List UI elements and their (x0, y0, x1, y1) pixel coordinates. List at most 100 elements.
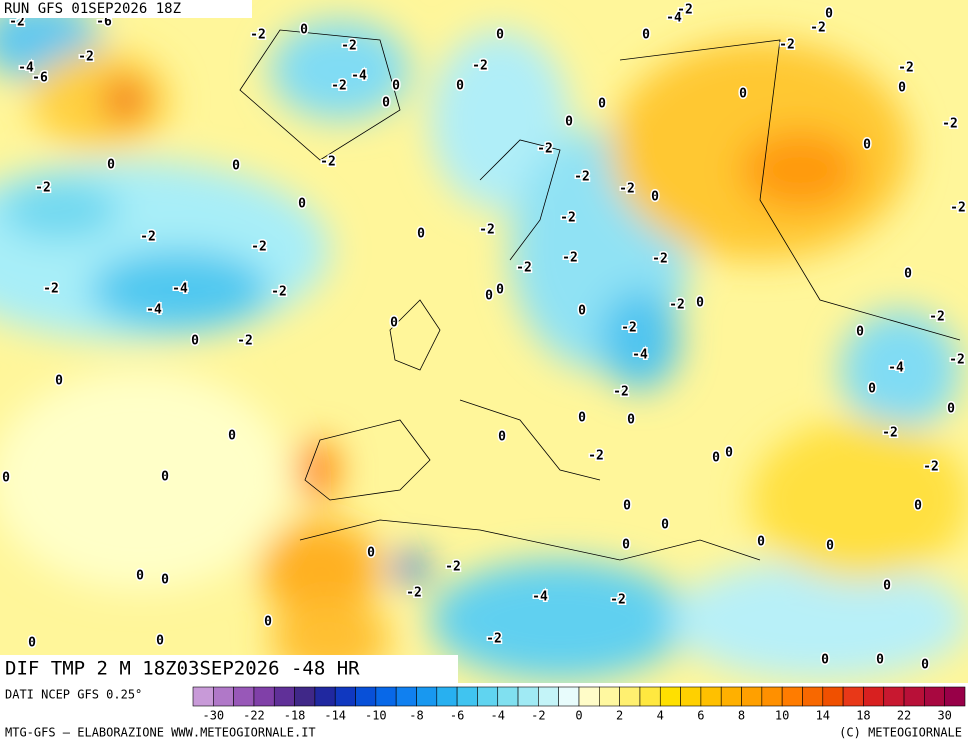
contour-label: -2 (560, 211, 576, 226)
copyright-label: (C) METEOGIORNALE (839, 726, 962, 740)
contour-label: 0 (390, 316, 398, 331)
contour-label: -2 (250, 28, 266, 43)
contour-label: 0 (739, 87, 747, 102)
contour-label: -2 (140, 230, 156, 245)
contour-label: -4 (666, 11, 682, 26)
contour-labels: -2 -6-4-6-2-2 0-2-4-200 0-20-4-200-2-2-2000… (1, 1, 968, 674)
contour-label: -2 (779, 38, 795, 53)
contour-label: -2 (341, 39, 357, 54)
contour-label: 0 (417, 227, 425, 242)
contour-label: 0 (498, 430, 506, 445)
contour-label: 0 (947, 402, 955, 417)
contour-label: -2 (78, 50, 94, 65)
colorbar-swatch (416, 686, 438, 707)
contour-label: 0 (156, 634, 164, 649)
colorbar-swatch (578, 686, 600, 707)
colorbar-swatch (213, 686, 234, 707)
contour-label: -2 (237, 334, 253, 349)
contour-label: 0 (300, 23, 308, 38)
contour-label: 0 (565, 115, 573, 130)
colorbar-swatch (273, 686, 295, 707)
contour-label: -4 (888, 361, 904, 376)
colorbar-tick-label: 8 (738, 709, 745, 723)
contour-label: -2 (619, 182, 635, 197)
colorbar-swatch (355, 686, 377, 707)
colorbar-swatch (517, 686, 539, 707)
contour-label: -2 (942, 117, 958, 132)
contour-label: 0 (485, 289, 493, 304)
contour-label: 0 (228, 429, 236, 444)
contour-label: 0 (161, 573, 169, 588)
contour-label: 0 (696, 296, 704, 311)
contour-label: -2 (35, 181, 51, 196)
colorbar-tick-label: -2 (531, 709, 545, 723)
contour-label: 0 (876, 653, 884, 668)
contour-label: 0 (863, 138, 871, 153)
contour-label: -4 (351, 69, 367, 84)
colorbar-swatch (781, 686, 803, 707)
contour-label: -2 (331, 79, 347, 94)
contour-label: -2 (950, 201, 966, 216)
contour-label: 0 (2, 471, 10, 486)
contour-label: -2 (588, 449, 604, 464)
colorbar-swatch (497, 686, 519, 707)
contour-label: 0 (914, 499, 922, 514)
contour-label: -2 (621, 321, 637, 336)
colorbar-swatch (456, 686, 478, 707)
colorbar-swatch (294, 686, 316, 707)
contour-label: -2 (406, 586, 422, 601)
colorbar-swatch (436, 686, 458, 707)
colorbar-swatch (334, 686, 356, 707)
colorbar-swatch (741, 686, 763, 707)
colorbar-swatch (538, 686, 559, 707)
field-label: DIF TMP 2 M 18Z03SEP2026 -48 HR (5, 658, 360, 680)
colorbar-tick-label: -8 (409, 709, 423, 723)
contour-label: 0 (298, 197, 306, 212)
colorbar-swatch (802, 686, 824, 707)
contour-label: 0 (55, 374, 63, 389)
contour-label: 0 (578, 304, 586, 319)
contour-label: 0 (28, 636, 36, 651)
contour-label: -2 (251, 240, 267, 255)
colorbar-tick-label: -6 (450, 709, 464, 723)
colorbar-swatch (903, 686, 925, 707)
run-box (0, 0, 252, 18)
contour-label: 0 (826, 539, 834, 554)
contour-label: -2 (610, 593, 626, 608)
contour-label: -4 (146, 303, 162, 318)
contour-label: 0 (107, 158, 115, 173)
contour-label: -6 (32, 71, 48, 86)
contour-label: -2 (929, 310, 945, 325)
contour-label: 0 (821, 653, 829, 668)
contour-label: -2 (472, 59, 488, 74)
contour-label: -2 (949, 353, 965, 368)
colorbar-swatch (233, 686, 255, 707)
colorbar-swatch (375, 686, 397, 707)
colorbar-tick-label: -14 (324, 709, 346, 723)
credit-label: MTG-GFS – ELABORAZIONE WWW.METEOGIORNALE… (5, 726, 316, 740)
contour-label: -2 (445, 560, 461, 575)
contour-label: 0 (161, 470, 169, 485)
contour-label: 0 (496, 283, 504, 298)
colorbar-swatch (924, 686, 945, 707)
contour-label: -2 (923, 460, 939, 475)
contour-label: 0 (904, 267, 912, 282)
contour-label: -4 (532, 590, 548, 605)
colorbar-tick-label: 2 (616, 709, 623, 723)
colorbar-swatch (253, 686, 275, 707)
colorbar-swatch (944, 686, 966, 707)
colorbar-swatch (863, 686, 885, 707)
contour-label: 0 (921, 658, 929, 673)
colorbar-swatch (314, 686, 336, 707)
contour-label: -2 (574, 170, 590, 185)
contour-label: -2 (898, 61, 914, 76)
colorbar-swatch (192, 686, 214, 707)
contour-label: 0 (642, 28, 650, 43)
colorbar-swatch (659, 686, 681, 707)
colorbar-swatch (842, 686, 864, 707)
colorbar-tick-label: 4 (657, 709, 664, 723)
colorbar-swatch (619, 686, 641, 707)
colorbar-swatch (700, 686, 722, 707)
contour-label: 0 (578, 411, 586, 426)
colorbar-swatch (680, 686, 702, 707)
